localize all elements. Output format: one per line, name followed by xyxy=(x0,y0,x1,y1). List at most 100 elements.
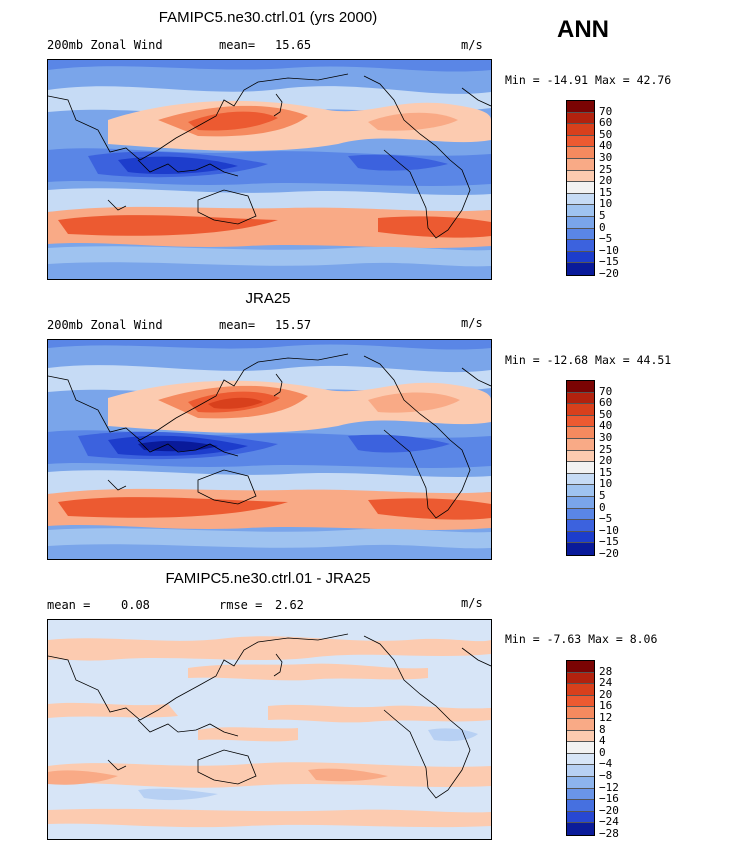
colorbar-swatch xyxy=(567,718,594,731)
colorbar-tick-label: 40 xyxy=(599,139,613,153)
colorbar-tick-label: −28 xyxy=(599,827,619,840)
colorbar-swatch xyxy=(567,147,594,159)
colorbar-swatch xyxy=(567,496,594,509)
min-value: -7.63 xyxy=(546,632,582,646)
min-label: Min = -12.68 Max = 44.51 xyxy=(505,353,672,367)
colorbar-swatch xyxy=(567,170,594,183)
colorbar-swatch xyxy=(567,415,594,428)
contour-map xyxy=(47,339,492,560)
colorbar-tick-label: 15 xyxy=(599,185,613,199)
colorbar-tick-label: 60 xyxy=(599,396,613,410)
colorbar-tick-label: 70 xyxy=(599,104,613,118)
colorbar-swatch xyxy=(567,800,594,812)
mean-value: 0.08 xyxy=(121,598,150,612)
colorbar-swatch xyxy=(567,404,594,416)
colorbar-tick-label: 10 xyxy=(599,477,613,491)
colorbar-swatch xyxy=(567,205,594,217)
colorbar-swatch xyxy=(567,228,594,241)
colorbar-tick-label: −4 xyxy=(599,757,613,771)
colorbar-swatch xyxy=(567,158,594,171)
colorbar-swatch xyxy=(567,462,594,474)
units-label: m/s xyxy=(461,316,483,330)
colorbar-tick-label: 24 xyxy=(599,676,613,690)
colorbar-tick-label: 60 xyxy=(599,116,613,130)
colorbar-swatch xyxy=(567,543,594,555)
colorbar-swatch xyxy=(567,112,594,125)
colorbar-swatch xyxy=(567,811,594,824)
colorbar-tick-label: −15 xyxy=(599,255,619,269)
min-label: Min = -14.91 Max = 42.76 xyxy=(505,73,672,87)
colorbar-tick-label: 50 xyxy=(599,407,613,421)
colorbar-tick-label: −12 xyxy=(599,780,619,794)
colorbar-tick-label: 8 xyxy=(599,722,606,736)
colorbar-tick-label: −8 xyxy=(599,769,613,782)
colorbar-tick-label: −20 xyxy=(599,803,619,817)
panel-title: FAMIPC5.ne30.ctrl.01 - JRA25 xyxy=(165,570,371,587)
map-field-svg xyxy=(48,620,491,839)
colorbar-swatch xyxy=(567,240,594,252)
colorbar-tick-label: −20 xyxy=(599,547,619,560)
colorbar xyxy=(566,380,595,556)
max-value: 42.76 xyxy=(636,73,672,87)
colorbar-tick-label: 12 xyxy=(599,711,613,724)
panel-title: FAMIPC5.ne30.ctrl.01 (yrs 2000) xyxy=(158,9,378,26)
colorbar-tick-label: 0 xyxy=(599,745,606,759)
colorbar-tick-label: 10 xyxy=(599,197,613,211)
colorbar-swatch xyxy=(567,788,594,801)
colorbar-swatch xyxy=(567,695,594,708)
colorbar-tick-label: 4 xyxy=(599,734,606,748)
colorbar-tick-label: 25 xyxy=(599,162,613,176)
colorbar-tick-label: 20 xyxy=(599,454,613,468)
max-value: 44.51 xyxy=(636,353,672,367)
colorbar-swatch xyxy=(567,661,594,673)
colorbar-swatch xyxy=(567,216,594,229)
colorbar-swatch xyxy=(567,508,594,521)
colorbar-swatch xyxy=(567,101,594,113)
colorbar-swatch xyxy=(567,438,594,451)
colorbar-tick-label: −10 xyxy=(599,523,619,537)
colorbar xyxy=(566,660,595,836)
map-field-svg xyxy=(48,340,491,559)
colorbar-swatch xyxy=(567,392,594,405)
colorbar-swatch xyxy=(567,520,594,532)
colorbar-swatch xyxy=(567,135,594,148)
colorbar-swatch xyxy=(567,182,594,194)
min-value: -14.91 xyxy=(546,73,589,87)
mean-label: mean = xyxy=(47,598,91,612)
max-value: 8.06 xyxy=(629,632,658,646)
min-value: -12.68 xyxy=(546,353,589,367)
colorbar-swatch xyxy=(567,193,594,206)
colorbar-swatch xyxy=(567,707,594,719)
colorbar-tick-label: 5 xyxy=(599,209,606,222)
rmse-value: 2.62 xyxy=(275,598,304,612)
colorbar-swatch xyxy=(567,742,594,754)
colorbar-swatch xyxy=(567,753,594,766)
season-title: ANN xyxy=(557,16,609,43)
colorbar-swatch xyxy=(567,765,594,777)
colorbar-tick-label: 30 xyxy=(599,431,613,444)
colorbar-tick-label: −5 xyxy=(599,512,613,526)
rmse-label: rmse = xyxy=(219,598,263,612)
panel-title: JRA25 xyxy=(245,290,291,307)
colorbar-swatch xyxy=(567,776,594,789)
colorbar-tick-label: −15 xyxy=(599,535,619,549)
colorbar-swatch xyxy=(567,730,594,743)
colorbar-tick-label: 28 xyxy=(599,664,613,678)
variable-label: 200mb Zonal Wind xyxy=(47,38,163,52)
colorbar xyxy=(566,100,595,276)
mean-value: 15.65 xyxy=(275,38,312,52)
colorbar-tick-label: −10 xyxy=(599,243,619,257)
colorbar-tick-label: 16 xyxy=(599,699,613,713)
min-label: Min = -7.63 Max = 8.06 xyxy=(505,632,658,646)
colorbar-tick-label: 40 xyxy=(599,419,613,433)
colorbar-tick-label: 30 xyxy=(599,151,613,164)
colorbar-swatch xyxy=(567,124,594,136)
colorbar-tick-label: 0 xyxy=(599,500,606,514)
units-label: m/s xyxy=(461,596,483,610)
mean-label: mean= xyxy=(219,318,256,332)
colorbar-swatch xyxy=(567,531,594,544)
colorbar-tick-label: −24 xyxy=(599,815,619,829)
colorbar-swatch xyxy=(567,485,594,497)
colorbar-swatch xyxy=(567,823,594,835)
mean-value: 15.57 xyxy=(275,318,312,332)
